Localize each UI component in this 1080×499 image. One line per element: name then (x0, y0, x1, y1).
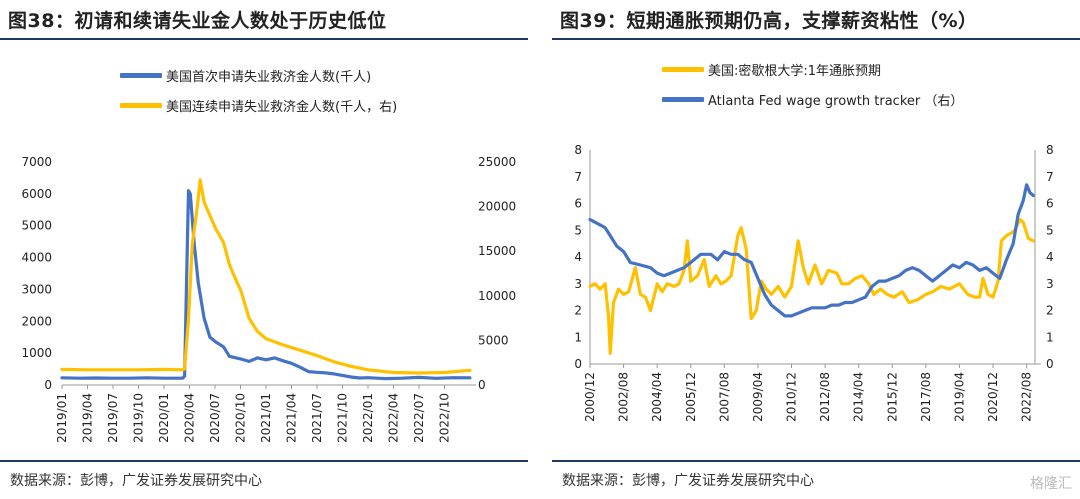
left-figure-panel: 图38：初请和续请失业金人数处于历史低位 美国首次申请失业救济金人数(千人) 美… (0, 0, 528, 499)
right-y-left-tick-label: 8 (574, 143, 582, 157)
left-x-tick-label: 2019/04 (81, 393, 95, 443)
left-x-tick-label: 2020/04 (183, 393, 197, 443)
right-legend-item-wage-tracker: Atlanta Fed wage growth tracker （右） (662, 90, 963, 109)
right-source-rule (552, 460, 1080, 462)
right-y-right-tick-label: 0 (1046, 357, 1054, 371)
left-x-tick-label: 2019/07 (106, 393, 120, 443)
right-x-tick-label: 2000/12 (583, 372, 597, 422)
right-y-left-tick-label: 2 (574, 304, 582, 318)
left-y-right-tick-label: 0 (478, 378, 486, 392)
right-y-right-tick-label: 3 (1046, 277, 1054, 291)
left-source-rule (0, 460, 528, 462)
left-series-line-1 (60, 178, 472, 375)
right-y-right-tick-label: 5 (1046, 223, 1054, 237)
right-x-tick-label: 2019/04 (952, 372, 966, 422)
right-chart: 0 1 2 3 4 5 6 7 8 0 1 2 3 4 5 6 7 8 2000/12 2002/08 2004/04 2… (574, 143, 1054, 422)
right-figure-title: 图39：短期通胀预期仍高，支撑薪资粘性（%） (560, 10, 978, 32)
right-y-right-tick-label: 8 (1046, 143, 1054, 157)
left-legend: 美国首次申请失业救济金人数(千人) 美国连续申请失业救济金人数(千人，右) (120, 66, 480, 116)
left-y-left-tick-label: 6000 (21, 187, 52, 201)
left-x-tick-label: 2021/01 (259, 393, 273, 443)
right-y-left-tick-label: 5 (574, 223, 582, 237)
right-x-tick-label: 2010/12 (785, 372, 799, 422)
left-series-line-0 (60, 189, 472, 381)
right-y-left-tick-label: 3 (574, 277, 582, 291)
right-series-line-1 (588, 183, 1035, 318)
left-x-tick-label: 2022/10 (438, 393, 452, 443)
right-legend-item-inflation-expectation: 美国:密歇根大学:1年通胀预期 (662, 60, 881, 79)
left-x-tick-label: 2021/04 (285, 393, 299, 443)
left-legend-item-continuing-claims: 美国连续申请失业救济金人数(千人，右) (120, 96, 397, 115)
right-title-rule (552, 38, 1080, 40)
right-y-right-tick-label: 4 (1046, 250, 1054, 264)
right-x-tick-label: 2009/04 (751, 372, 765, 422)
left-legend-item-initial-claims: 美国首次申请失业救济金人数(千人) (120, 66, 371, 85)
left-chart: 0 1000 2000 3000 4000 5000 6000 7000 0 5000 10000 1… (21, 155, 516, 443)
left-source-note: 数据来源：彭博，广发证券发展研究中心 (10, 473, 262, 489)
right-legend-label-wage-tracker: Atlanta Fed wage growth tracker （右） (708, 94, 964, 109)
left-y-left-tick-label: 2000 (21, 314, 52, 328)
left-y-left-tick-label: 1000 (21, 346, 52, 360)
right-x-tick-label: 2015/12 (885, 372, 899, 422)
right-y-right-tick-label: 7 (1046, 170, 1054, 184)
left-x-tick-label: 2022/01 (361, 393, 375, 443)
left-title-rule (0, 38, 528, 40)
right-legend-label-inflation-expectation: 美国:密歇根大学:1年通胀预期 (708, 64, 882, 79)
left-y-right-tick-label: 10000 (478, 289, 516, 303)
left-y-right-tick-label: 25000 (478, 155, 516, 169)
right-series-line-0 (588, 217, 1035, 355)
right-y-left-tick-label: 6 (574, 197, 582, 211)
left-x-tick-label: 2020/01 (157, 393, 171, 443)
right-x-tick-label: 2020/12 (986, 372, 1000, 422)
right-source-note: 数据来源：彭博，广发证券发展研究中心 (562, 473, 814, 489)
left-x-tick-label: 2021/10 (336, 393, 350, 443)
right-x-tick-label: 2014/04 (852, 372, 866, 422)
left-x-tick-label: 2019/01 (55, 393, 69, 443)
right-y-left-tick-label: 0 (574, 357, 582, 371)
right-y-right-tick-label: 6 (1046, 197, 1054, 211)
right-legend-swatch-yellow (662, 67, 704, 72)
left-y-right-tick-label: 15000 (478, 244, 516, 258)
right-x-tick-label: 2004/04 (650, 372, 664, 422)
right-figure-panel: 图39：短期通胀预期仍高，支撑薪资粘性（%） 美国:密歇根大学:1年通胀预期 A… (552, 0, 1080, 499)
right-x-tick-label: 2017/08 (919, 372, 933, 422)
right-y-right-tick-label: 2 (1046, 304, 1054, 318)
left-y-left-tick-label: 7000 (21, 155, 52, 169)
right-y-left-tick-label: 7 (574, 170, 582, 184)
left-x-tick-label: 2022/04 (387, 393, 401, 443)
right-y-left-tick-label: 4 (574, 250, 582, 264)
right-y-left-tick-label: 1 (574, 330, 582, 344)
left-y-right-tick-label: 20000 (478, 200, 516, 214)
left-legend-swatch-blue (120, 73, 162, 78)
watermark-logo: 格隆汇 (1030, 476, 1072, 492)
left-y-left-tick-label: 5000 (21, 219, 52, 233)
right-y-right-tick-label: 1 (1046, 330, 1054, 344)
left-x-tick-label: 2022/07 (412, 393, 426, 443)
left-x-tick-label: 2020/10 (234, 393, 248, 443)
right-x-tick-label: 2005/12 (684, 372, 698, 422)
right-x-tick-label: 2022/08 (1020, 372, 1034, 422)
right-legend: 美国:密歇根大学:1年通胀预期 Atlanta Fed wage growth … (662, 60, 1062, 110)
left-y-left-tick-label: 0 (44, 378, 52, 392)
right-x-tick-label: 2007/08 (717, 372, 731, 422)
left-x-tick-label: 2019/10 (132, 393, 146, 443)
left-legend-label-continuing-claims: 美国连续申请失业救济金人数(千人，右) (166, 100, 398, 115)
right-legend-swatch-blue (662, 97, 704, 102)
right-x-tick-label: 2012/08 (818, 372, 832, 422)
left-y-right-tick-label: 5000 (478, 333, 509, 347)
left-legend-swatch-yellow (120, 103, 162, 108)
left-y-left-tick-label: 3000 (21, 282, 52, 296)
left-y-left-tick-label: 4000 (21, 251, 52, 265)
right-x-tick-label: 2002/08 (617, 372, 631, 422)
left-x-tick-label: 2021/07 (310, 393, 324, 443)
left-legend-label-initial-claims: 美国首次申请失业救济金人数(千人) (166, 70, 372, 85)
left-figure-title: 图38：初请和续请失业金人数处于历史低位 (8, 10, 387, 32)
left-x-tick-label: 2020/07 (208, 393, 222, 443)
